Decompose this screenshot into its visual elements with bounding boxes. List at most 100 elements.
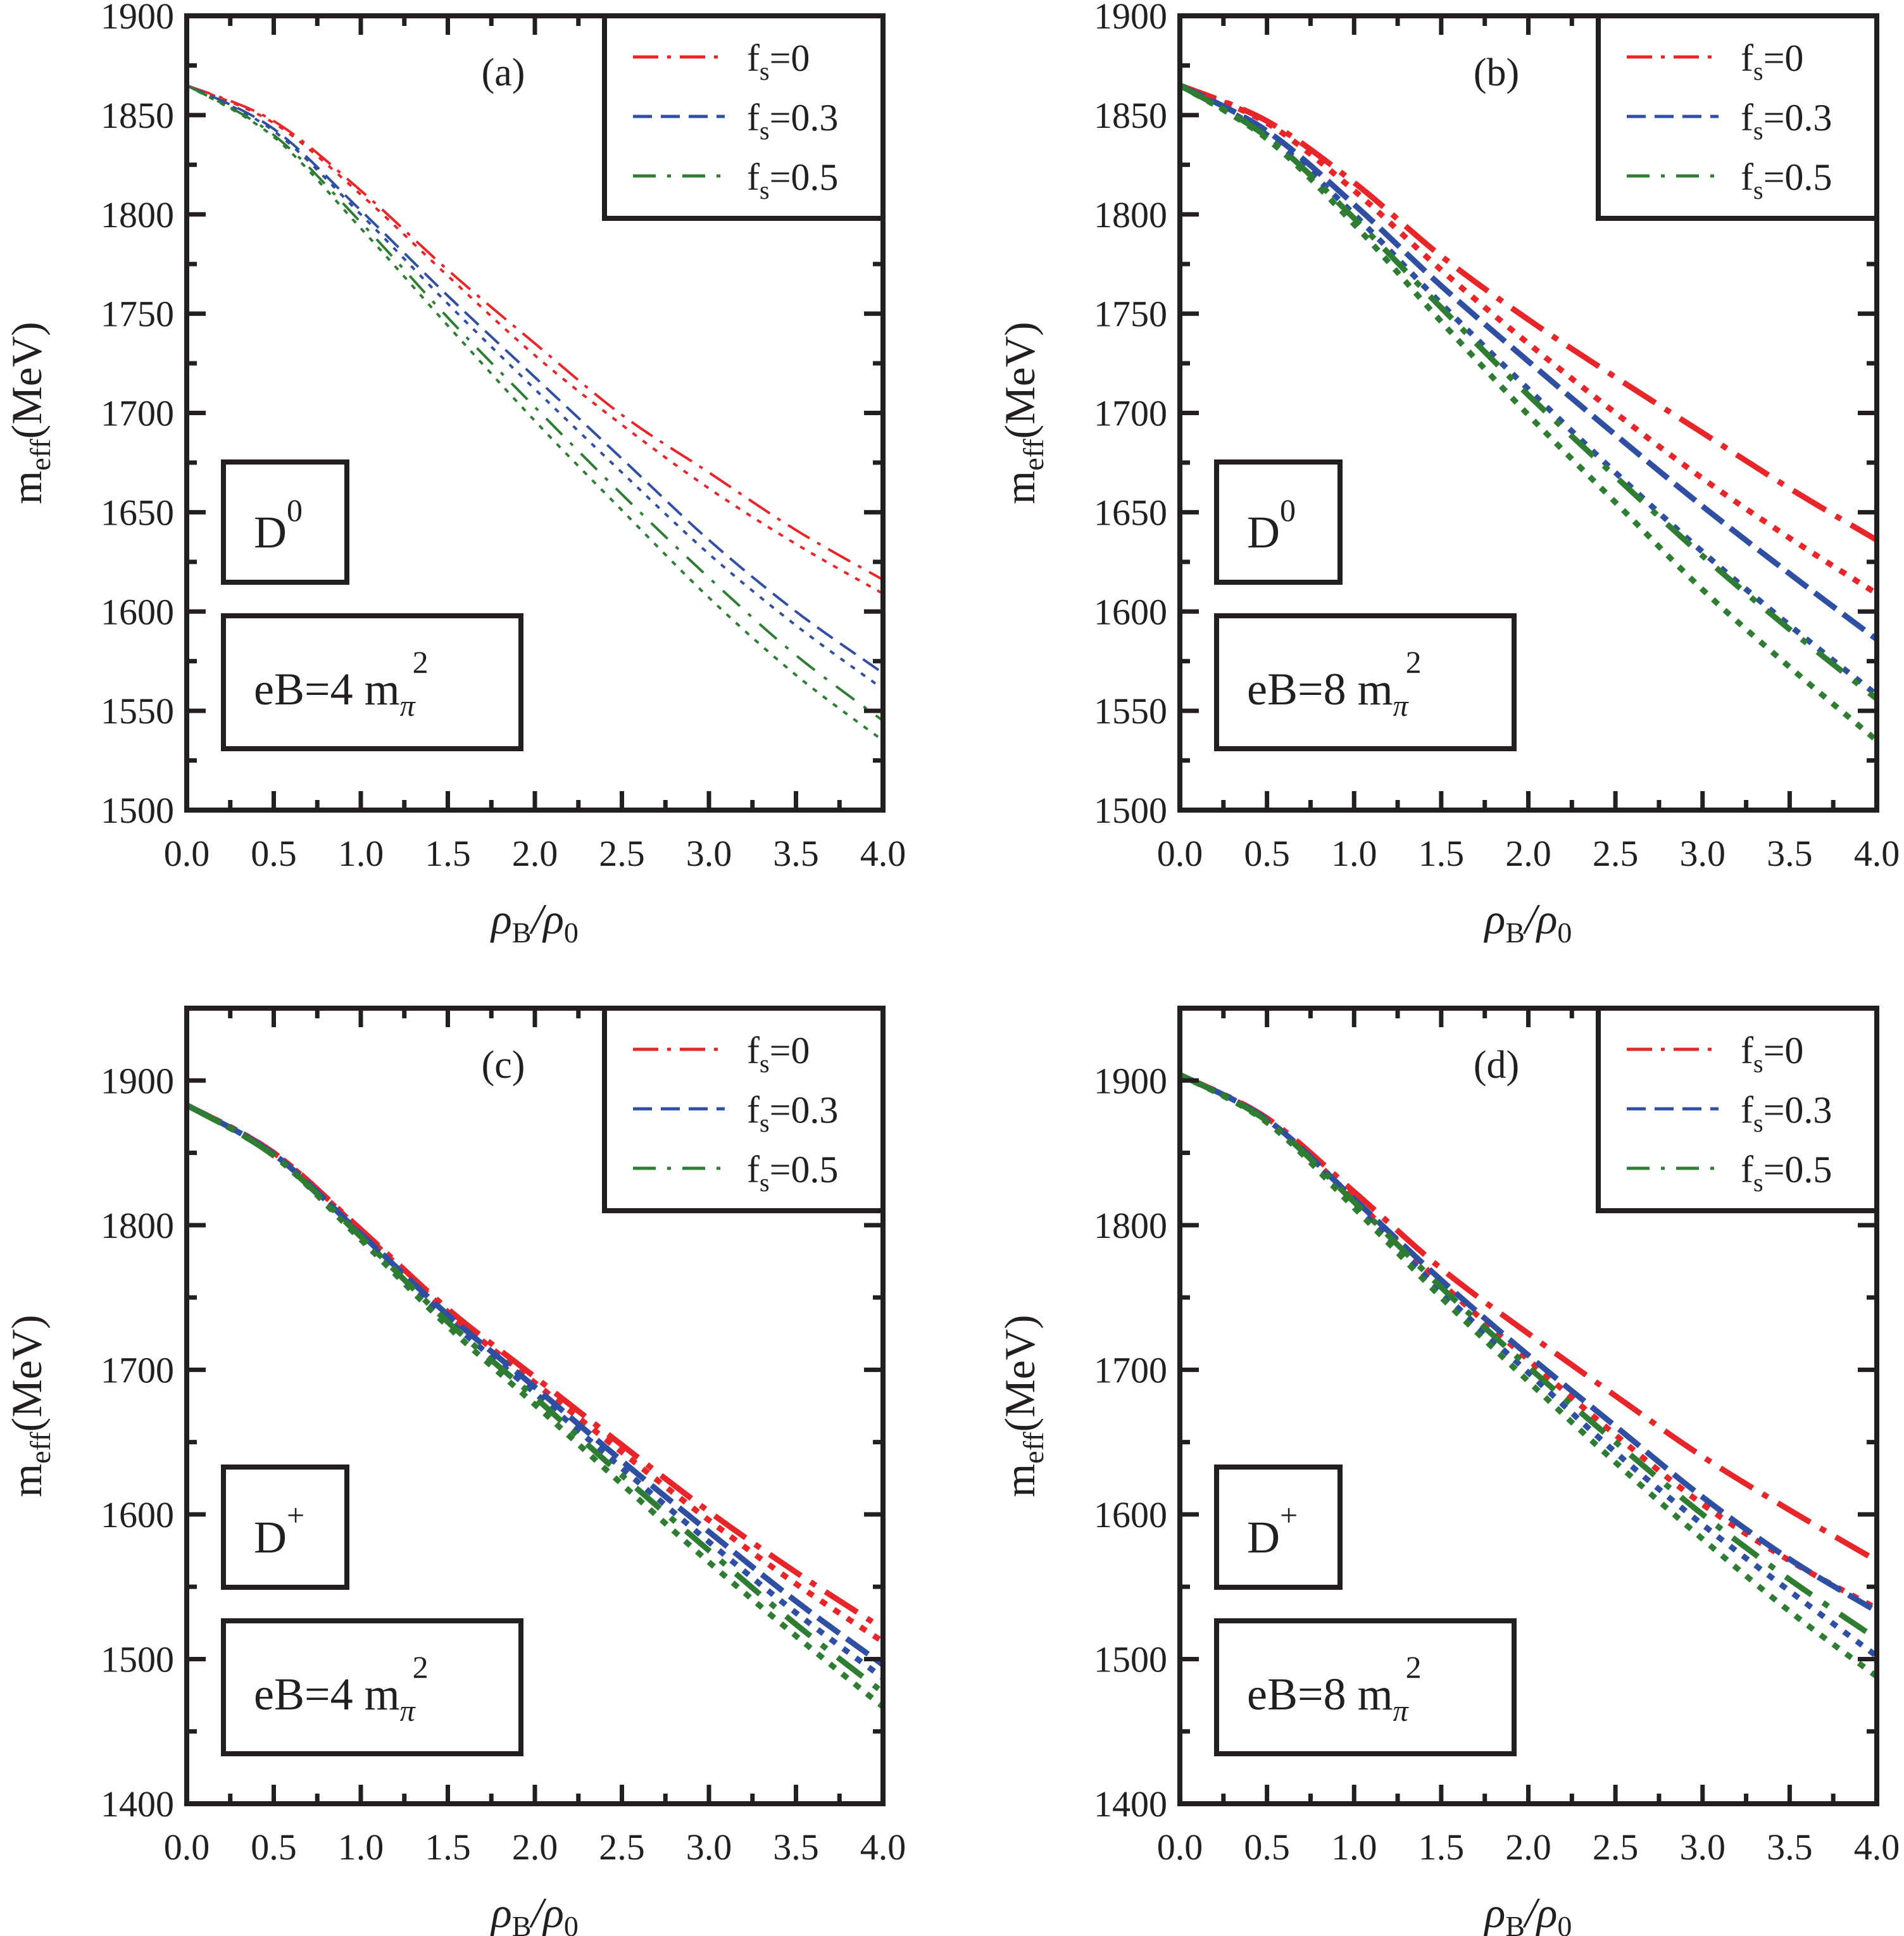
y-tick-label: 1900 (1094, 1060, 1167, 1101)
legend-label-fs0: fs=0 (1741, 37, 1803, 85)
y-tick-label: 1700 (101, 1349, 174, 1390)
legend-f: f (1741, 37, 1753, 79)
field-label: eB=4 mπ 2 (254, 644, 429, 723)
x-axis-slash-rho: /ρ (1522, 895, 1558, 943)
legend-sub-s: s (760, 1168, 770, 1197)
legend-f: f (1741, 97, 1753, 139)
series-line-fs05-dashdot2 (187, 84, 883, 722)
y-tick-label: 1600 (101, 1494, 174, 1535)
legend-sub-s: s (1753, 176, 1763, 204)
legend: fs=0fs=0.3fs=0.5 (602, 1006, 886, 1213)
legend-f: f (747, 97, 760, 139)
y-tick-label: 1650 (1094, 492, 1167, 533)
series-line-fs0-dot (187, 84, 883, 595)
y-axis-sub-eff: eff (1017, 439, 1049, 471)
legend-f: f (747, 37, 760, 79)
particle-charge: 0 (1280, 492, 1296, 528)
y-tick-label: 1800 (1094, 194, 1167, 235)
y-tick-label: 1600 (1094, 1494, 1167, 1535)
curves (1180, 82, 1877, 743)
panel-label: (b) (1474, 51, 1519, 94)
y-tick-label: 1600 (101, 591, 174, 632)
legend-sub-s: s (760, 1049, 770, 1078)
curves (187, 84, 883, 742)
y-tick-label: 1700 (1094, 1349, 1167, 1390)
particle-name: D (254, 1512, 287, 1563)
series-line-fs03-dash (1180, 82, 1877, 642)
x-axis-rho: ρ (490, 895, 512, 943)
y-tick-label: 1400 (101, 1783, 174, 1825)
y-axis-unit: (MeV) (996, 322, 1044, 439)
x-axis-sub-b: B (512, 916, 532, 949)
series-line-fs0-dashdot (1180, 82, 1877, 543)
x-tick-label: 4.0 (860, 1827, 906, 1868)
legend-value: =0.5 (770, 1149, 839, 1190)
legend-label-fs03: fs=0.3 (1741, 1089, 1832, 1137)
y-tick-label: 1800 (101, 194, 174, 235)
field-value: eB=4 m (254, 1669, 400, 1720)
y-tick-label: 1600 (1094, 591, 1167, 632)
legend-value: =0.3 (1763, 97, 1832, 139)
series-line-fs05-dashdot2 (1180, 1072, 1877, 1642)
legend-value: =0 (1763, 1030, 1804, 1071)
x-tick-label: 3.5 (773, 833, 819, 874)
x-tick-label: 1.0 (1331, 833, 1377, 874)
particle-name: D (254, 507, 287, 558)
y-axis-title: meff(MeV) (996, 1315, 1049, 1497)
x-tick-label: 2.0 (512, 1827, 558, 1868)
x-tick-label: 1.0 (338, 833, 384, 874)
panel-label: (a) (482, 51, 525, 94)
x-tick-label: 1.5 (1419, 833, 1465, 874)
field-sup-2: 2 (413, 644, 429, 680)
y-tick-label: 1500 (1094, 790, 1167, 831)
field-sup-2: 2 (1406, 1649, 1422, 1685)
y-tick-label: 1500 (101, 790, 174, 831)
particle-box (1214, 459, 1343, 585)
legend-sub-s: s (1753, 57, 1763, 85)
particle-label: D+ (254, 1497, 304, 1563)
particle-charge: + (1280, 1497, 1298, 1533)
field-box (221, 1618, 523, 1756)
legend-f: f (747, 156, 760, 198)
particle-box (1214, 1464, 1343, 1590)
x-tick-label: 1.0 (338, 1827, 384, 1868)
field-value: eB=4 m (254, 664, 400, 715)
y-tick-label: 1900 (101, 1060, 174, 1101)
field-value: eB=8 m (1247, 1669, 1393, 1720)
legend: fs=0fs=0.3fs=0.5 (602, 13, 886, 221)
x-tick-label: 2.0 (1505, 833, 1551, 874)
field-sup-2: 2 (1406, 644, 1422, 680)
particle-name: D (1247, 1512, 1280, 1563)
x-tick-label: 2.5 (1593, 833, 1639, 874)
y-tick-label: 1550 (1094, 690, 1167, 732)
field-box (221, 613, 523, 751)
x-axis-slash-rho: /ρ (529, 1889, 564, 1936)
y-tick-label: 1800 (101, 1205, 174, 1246)
legend-sub-s: s (760, 1109, 770, 1137)
legend-f: f (747, 1089, 760, 1131)
field-sub-pi: π (400, 689, 416, 723)
particle-charge: 0 (287, 492, 303, 528)
field-sub-pi: π (1393, 689, 1410, 723)
x-axis-slash-rho: /ρ (529, 895, 564, 943)
series-line-fs03-dot (1180, 1072, 1877, 1659)
x-tick-label: 3.5 (1767, 833, 1813, 874)
y-axis-m: m (3, 1464, 51, 1497)
legend-value: =0 (770, 1030, 810, 1071)
legend-f: f (747, 1149, 760, 1190)
series-line-fs0-dot (187, 1102, 883, 1644)
y-tick-label: 1550 (101, 690, 174, 732)
field-sup-2: 2 (413, 1649, 429, 1685)
x-tick-label: 0.0 (164, 1827, 210, 1868)
field-box (1214, 1618, 1517, 1756)
legend-label-fs0: fs=0 (747, 37, 810, 85)
series-line-fs0-dot (1180, 82, 1877, 596)
legend-label-fs05: fs=0.5 (1741, 1149, 1832, 1197)
legend-label-fs03: fs=0.3 (747, 97, 838, 145)
field-sub-pi: π (1393, 1694, 1410, 1728)
field-sub-pi: π (400, 1694, 416, 1728)
y-tick-label: 1500 (1094, 1639, 1167, 1680)
legend-sub-s: s (760, 176, 770, 204)
particle-name: D (1247, 507, 1280, 558)
